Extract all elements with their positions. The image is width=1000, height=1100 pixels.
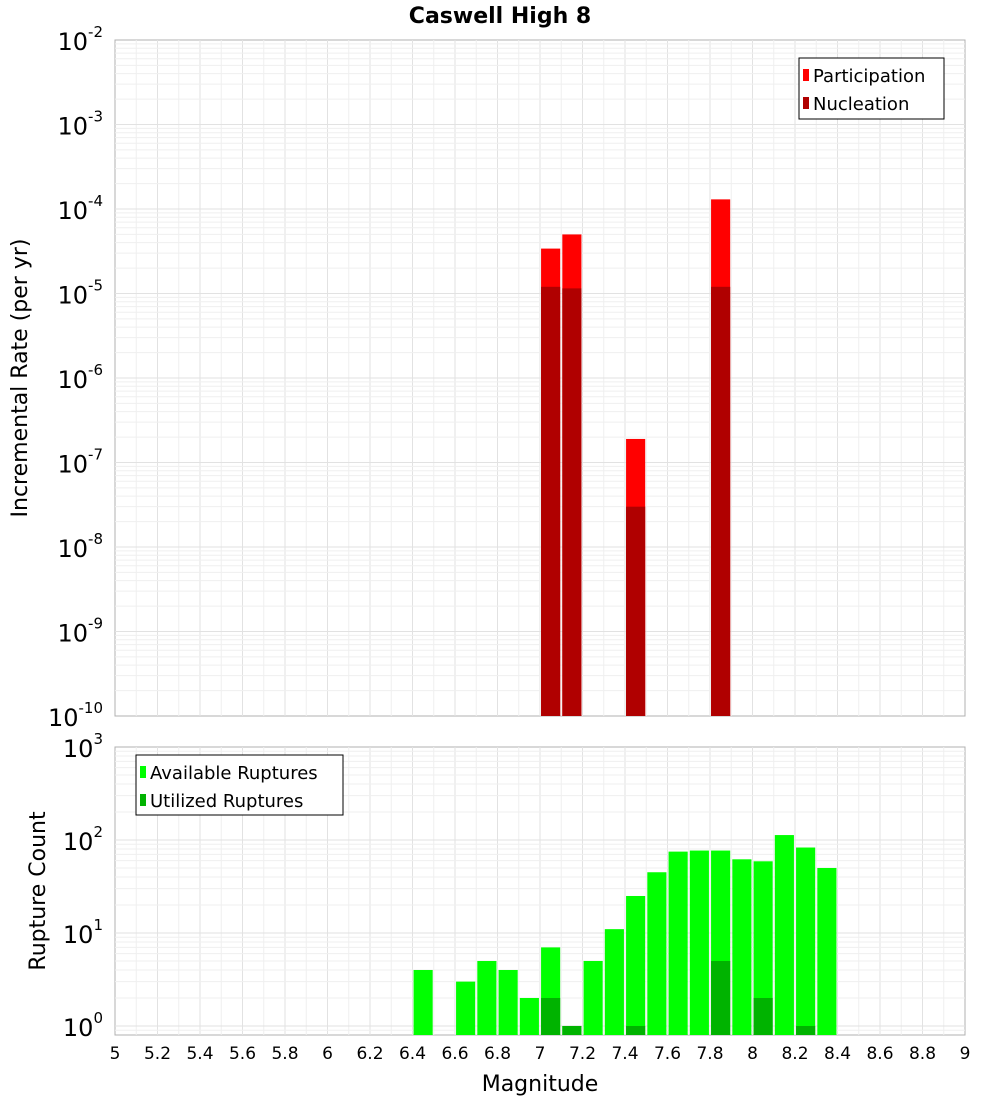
bar-available-ruptures (817, 867, 837, 1035)
legend-box (135, 754, 344, 816)
bar-utilized-ruptures (562, 1025, 582, 1035)
bar-available-ruptures (668, 851, 688, 1035)
bar-available-ruptures (413, 969, 433, 1035)
x-tick-label: 6.2 (356, 1044, 383, 1064)
y-tick-label: 10-5 (57, 277, 103, 310)
bar-available-ruptures (626, 895, 646, 1035)
bar-nucleation (562, 288, 582, 716)
legend-swatch (140, 766, 146, 778)
y-tick-label: 10-10 (48, 699, 103, 732)
bar-nucleation (711, 286, 731, 716)
x-tick-label: 6.4 (399, 1044, 426, 1064)
y-tick-label: 10-6 (57, 361, 103, 394)
bar-available-ruptures (647, 872, 667, 1035)
legend-label: Utilized Ruptures (150, 791, 303, 812)
bar-available-ruptures (519, 997, 539, 1035)
bar-available-ruptures (498, 969, 518, 1035)
count-legend: Available Ruptures Utilized Ruptures (135, 754, 344, 816)
bar-nucleation (541, 286, 561, 716)
x-tick-label: 8.6 (866, 1044, 893, 1064)
x-tick-label: 6.6 (441, 1044, 468, 1064)
rate-panel: 10-2 10-3 10-4 10-5 10-6 10-7 10-8 10-9 10-10 In… (8, 23, 966, 732)
y-tick-label: 10-9 (57, 615, 103, 648)
x-tick-label: 7.6 (654, 1044, 681, 1064)
x-tick-label: 6 (322, 1044, 333, 1064)
bar-utilized-ruptures (796, 1025, 816, 1035)
x-tick-label: 7 (535, 1044, 546, 1064)
bar-available-ruptures (604, 929, 624, 1035)
bar-available-ruptures (689, 850, 709, 1035)
bar-nucleation (626, 506, 646, 716)
chart-title: Caswell High 8 (409, 4, 591, 29)
x-tick-label: 5.4 (186, 1044, 213, 1064)
rate-grid (115, 40, 965, 716)
legend-label: Available Ruptures (150, 763, 318, 784)
rate-legend: Participation Nucleation (798, 57, 945, 120)
y-tick-label: 100 (63, 1009, 103, 1042)
legend-swatch (140, 794, 146, 806)
rate-y-axis-label: Incremental Rate (per yr) (8, 239, 33, 518)
bar-available-ruptures (732, 859, 752, 1035)
bar-available-ruptures (456, 981, 476, 1035)
x-tick-label: 8.2 (781, 1044, 808, 1064)
x-tick-label: 8.8 (909, 1044, 936, 1064)
bar-available-ruptures (753, 861, 773, 1035)
count-bars (413, 835, 837, 1035)
legend-label: Nucleation (813, 94, 909, 115)
count-y-ticks: 103 102 101 100 (63, 730, 103, 1042)
bar-utilized-ruptures (711, 960, 731, 1035)
x-tick-label: 6.8 (484, 1044, 511, 1064)
x-tick-label: 5 (110, 1044, 121, 1064)
rate-y-ticks: 10-2 10-3 10-4 10-5 10-6 10-7 10-8 10-9 10-10 (48, 23, 103, 732)
x-tick-label: 7.4 (611, 1044, 638, 1064)
x-tick-label: 7.2 (569, 1044, 596, 1064)
x-tick-label: 7.8 (696, 1044, 723, 1064)
bar-available-ruptures (796, 847, 816, 1035)
legend-swatch (803, 69, 809, 81)
bar-utilized-ruptures (753, 997, 773, 1035)
bar-utilized-ruptures (626, 1025, 646, 1035)
x-tick-label: 5.8 (271, 1044, 298, 1064)
x-axis-label: Magnitude (482, 1072, 599, 1097)
count-y-axis-label: Rupture Count (26, 811, 51, 971)
y-tick-label: 10-4 (57, 192, 103, 225)
x-tick-label: 5.6 (229, 1044, 256, 1064)
bar-available-ruptures (583, 960, 603, 1035)
legend-label: Participation (813, 66, 925, 87)
y-tick-label: 101 (63, 916, 103, 949)
bar-available-ruptures (774, 835, 794, 1035)
y-tick-label: 103 (63, 730, 103, 763)
y-tick-label: 10-7 (57, 446, 103, 479)
y-tick-label: 102 (63, 823, 103, 856)
bar-available-ruptures (477, 960, 497, 1035)
count-panel: 103 102 101 100 Rupture Count 5 5.2 5.4 5.6 5.8… (26, 730, 970, 1097)
y-tick-label: 10-3 (57, 108, 103, 141)
x-tick-label: 9 (960, 1044, 971, 1064)
x-tick-label: 8.4 (824, 1044, 851, 1064)
legend-swatch (803, 97, 809, 109)
bar-utilized-ruptures (541, 997, 561, 1035)
rate-bars (541, 199, 731, 717)
x-tick-label: 8 (747, 1044, 758, 1064)
x-tick-label: 5.2 (144, 1044, 171, 1064)
y-tick-label: 10-8 (57, 530, 103, 563)
y-tick-label: 10-2 (57, 23, 103, 56)
x-ticks: 5 5.2 5.4 5.6 5.8 6 6.2 6.4 6.6 6.8 7 7.2 7.4 7.6 7.8 8… (110, 1044, 971, 1064)
legend-box (798, 57, 945, 120)
